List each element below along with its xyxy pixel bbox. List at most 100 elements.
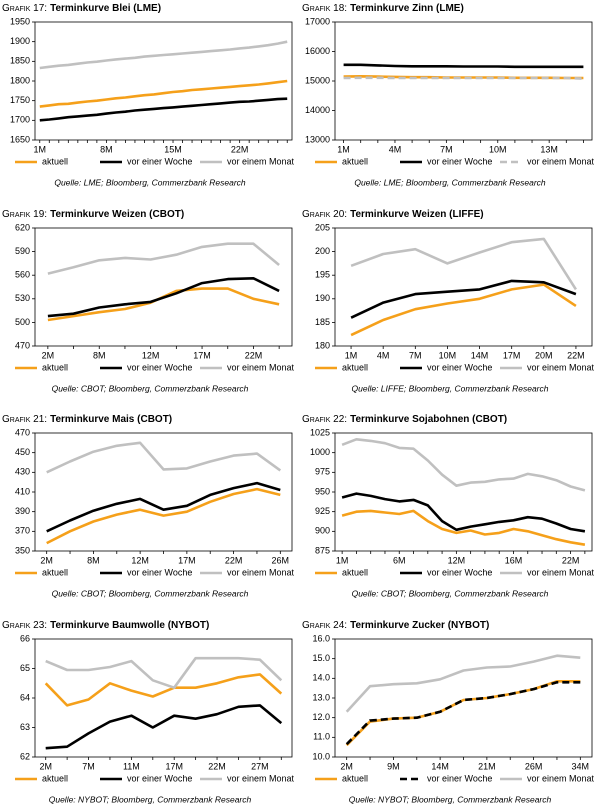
series-line xyxy=(45,656,283,689)
series-line xyxy=(350,283,577,337)
x-tick-label: 22M xyxy=(208,761,226,771)
x-tick-label: 10M xyxy=(439,350,457,360)
y-tick-label: 17000 xyxy=(305,16,330,26)
title-text: Terminkurve Mais (CBOT) xyxy=(50,414,172,425)
legend-label: aktuell xyxy=(42,156,68,166)
y-tick-label: 13.0 xyxy=(312,692,330,702)
series-line xyxy=(345,681,581,746)
y-tick-label: 190 xyxy=(315,293,330,303)
y-tick-label: 10.0 xyxy=(312,751,330,761)
y-tick-label: 590 xyxy=(15,246,30,256)
x-tick-label: 22M xyxy=(562,555,580,565)
title-text: Terminkurve Baumwolle (NYBOT) xyxy=(50,620,209,631)
x-tick-label: 15M xyxy=(164,144,182,154)
x-tick-label: 1M xyxy=(345,350,358,360)
x-tick-label: 14M xyxy=(471,350,489,360)
y-tick-label: 16.0 xyxy=(312,633,330,643)
y-tick-label: 64 xyxy=(20,692,30,702)
legend-label: vor einem Monat xyxy=(527,362,595,372)
source-note: Quelle: CBOT; Bloomberg, Commerzbank Res… xyxy=(52,383,249,393)
x-tick-label: 7M xyxy=(409,350,422,360)
source-note: Quelle: NYBOT; Bloomberg, Commerzbank Re… xyxy=(49,794,252,804)
y-tick-label: 205 xyxy=(315,222,330,232)
x-tick-label: 8M xyxy=(93,350,106,360)
x-tick-label: 1M xyxy=(337,144,350,154)
series-line xyxy=(47,277,280,318)
x-tick-label: 20M xyxy=(535,350,553,360)
x-tick-label: 13M xyxy=(540,144,558,154)
legend-label: vor einem Monat xyxy=(527,567,595,577)
series-line xyxy=(345,654,581,713)
legend-label: vor einer Woche xyxy=(427,567,492,577)
x-tick-label: 21M xyxy=(478,761,496,771)
series-line xyxy=(46,481,281,533)
y-tick-label: 11.0 xyxy=(313,732,330,742)
y-tick-label: 200 xyxy=(315,246,330,256)
y-tick-label: 390 xyxy=(15,506,30,516)
series-line xyxy=(341,509,586,546)
plot-frame xyxy=(334,21,593,141)
y-tick-label: 875 xyxy=(315,545,330,555)
chart-title: Grafik 19: Terminkurve Weizen (CBOT) xyxy=(2,209,184,220)
x-tick-label: 17M xyxy=(193,350,211,360)
y-tick-label: 1800 xyxy=(10,75,30,85)
series-line xyxy=(341,438,586,492)
legend-label: aktuell xyxy=(342,567,368,577)
y-tick-label: 500 xyxy=(15,317,30,327)
title-text: Terminkurve Weizen (CBOT) xyxy=(50,209,184,220)
x-tick-label: 17M xyxy=(503,350,521,360)
y-tick-label: 410 xyxy=(15,486,30,496)
x-tick-label: 22M xyxy=(245,350,263,360)
x-tick-label: 2M xyxy=(42,350,55,360)
x-tick-label: 14M xyxy=(431,761,449,771)
legend-label: vor einer Woche xyxy=(427,362,492,372)
x-tick-label: 6M xyxy=(393,555,406,565)
series-line xyxy=(45,704,283,750)
y-tick-label: 1950 xyxy=(10,16,30,26)
series-line xyxy=(47,287,280,322)
x-tick-label: 12M xyxy=(448,555,466,565)
x-tick-label: 27M xyxy=(251,761,269,771)
source-note: Quelle: LME; Bloomberg, Commerzbank Rese… xyxy=(354,177,546,187)
y-tick-label: 195 xyxy=(315,270,330,280)
x-tick-label: 22M xyxy=(231,144,249,154)
legend-label: vor einem Monat xyxy=(527,156,595,166)
legend-label: vor einem Monat xyxy=(527,773,595,783)
x-tick-label: 12M xyxy=(131,555,149,565)
legend-label: vor einem Monat xyxy=(227,362,295,372)
y-tick-label: 530 xyxy=(15,293,30,303)
y-tick-label: 350 xyxy=(15,545,30,555)
chart-title: Grafik 24: Terminkurve Zucker (NYBOT) xyxy=(302,620,489,631)
series-line xyxy=(46,441,282,474)
y-tick-label: 450 xyxy=(15,447,30,457)
title-text: Terminkurve Zinn (LME) xyxy=(350,3,464,14)
x-tick-label: 2M xyxy=(340,761,353,771)
series-line xyxy=(46,487,281,545)
x-tick-label: 4M xyxy=(389,144,402,154)
plot-frame xyxy=(34,432,293,552)
x-tick-label: 26M xyxy=(272,555,290,565)
title-text: Terminkurve Weizen (LIFFE) xyxy=(350,209,484,220)
x-tick-label: 17M xyxy=(165,761,183,771)
title-label: Grafik 18: xyxy=(302,3,347,14)
series-line xyxy=(47,242,280,275)
y-tick-label: 15.0 xyxy=(312,653,330,663)
y-tick-label: 1025 xyxy=(310,427,330,437)
x-tick-label: 8M xyxy=(100,144,113,154)
legend-label: aktuell xyxy=(342,773,368,783)
x-tick-label: 9M xyxy=(387,761,400,771)
legend-label: vor einer Woche xyxy=(127,362,192,372)
x-tick-label: 2M xyxy=(40,555,53,565)
x-tick-label: 10M xyxy=(489,144,507,154)
x-tick-label: 11M xyxy=(123,761,140,771)
y-tick-label: 62 xyxy=(20,751,30,761)
legend-label: vor einer Woche xyxy=(427,773,492,783)
plot-frame xyxy=(34,21,293,141)
y-tick-label: 15000 xyxy=(305,75,330,85)
legend-label: vor einer Woche xyxy=(127,567,192,577)
x-tick-label: 1M xyxy=(336,555,349,565)
title-text: Terminkurve Blei (LME) xyxy=(50,3,161,14)
legend-label: vor einem Monat xyxy=(227,773,295,783)
legend-label: aktuell xyxy=(342,156,368,166)
y-tick-label: 12.0 xyxy=(312,712,330,722)
